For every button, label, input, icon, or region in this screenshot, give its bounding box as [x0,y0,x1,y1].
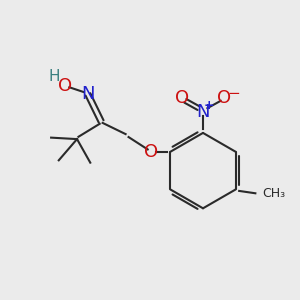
Text: O: O [144,143,158,161]
Text: O: O [58,77,72,95]
Text: +: + [204,99,214,112]
Text: −: − [227,86,240,101]
Text: N: N [196,103,210,121]
Text: O: O [175,89,189,107]
Text: CH₃: CH₃ [262,188,285,200]
Text: O: O [217,89,231,107]
Text: H: H [48,69,59,84]
Text: N: N [81,85,95,103]
